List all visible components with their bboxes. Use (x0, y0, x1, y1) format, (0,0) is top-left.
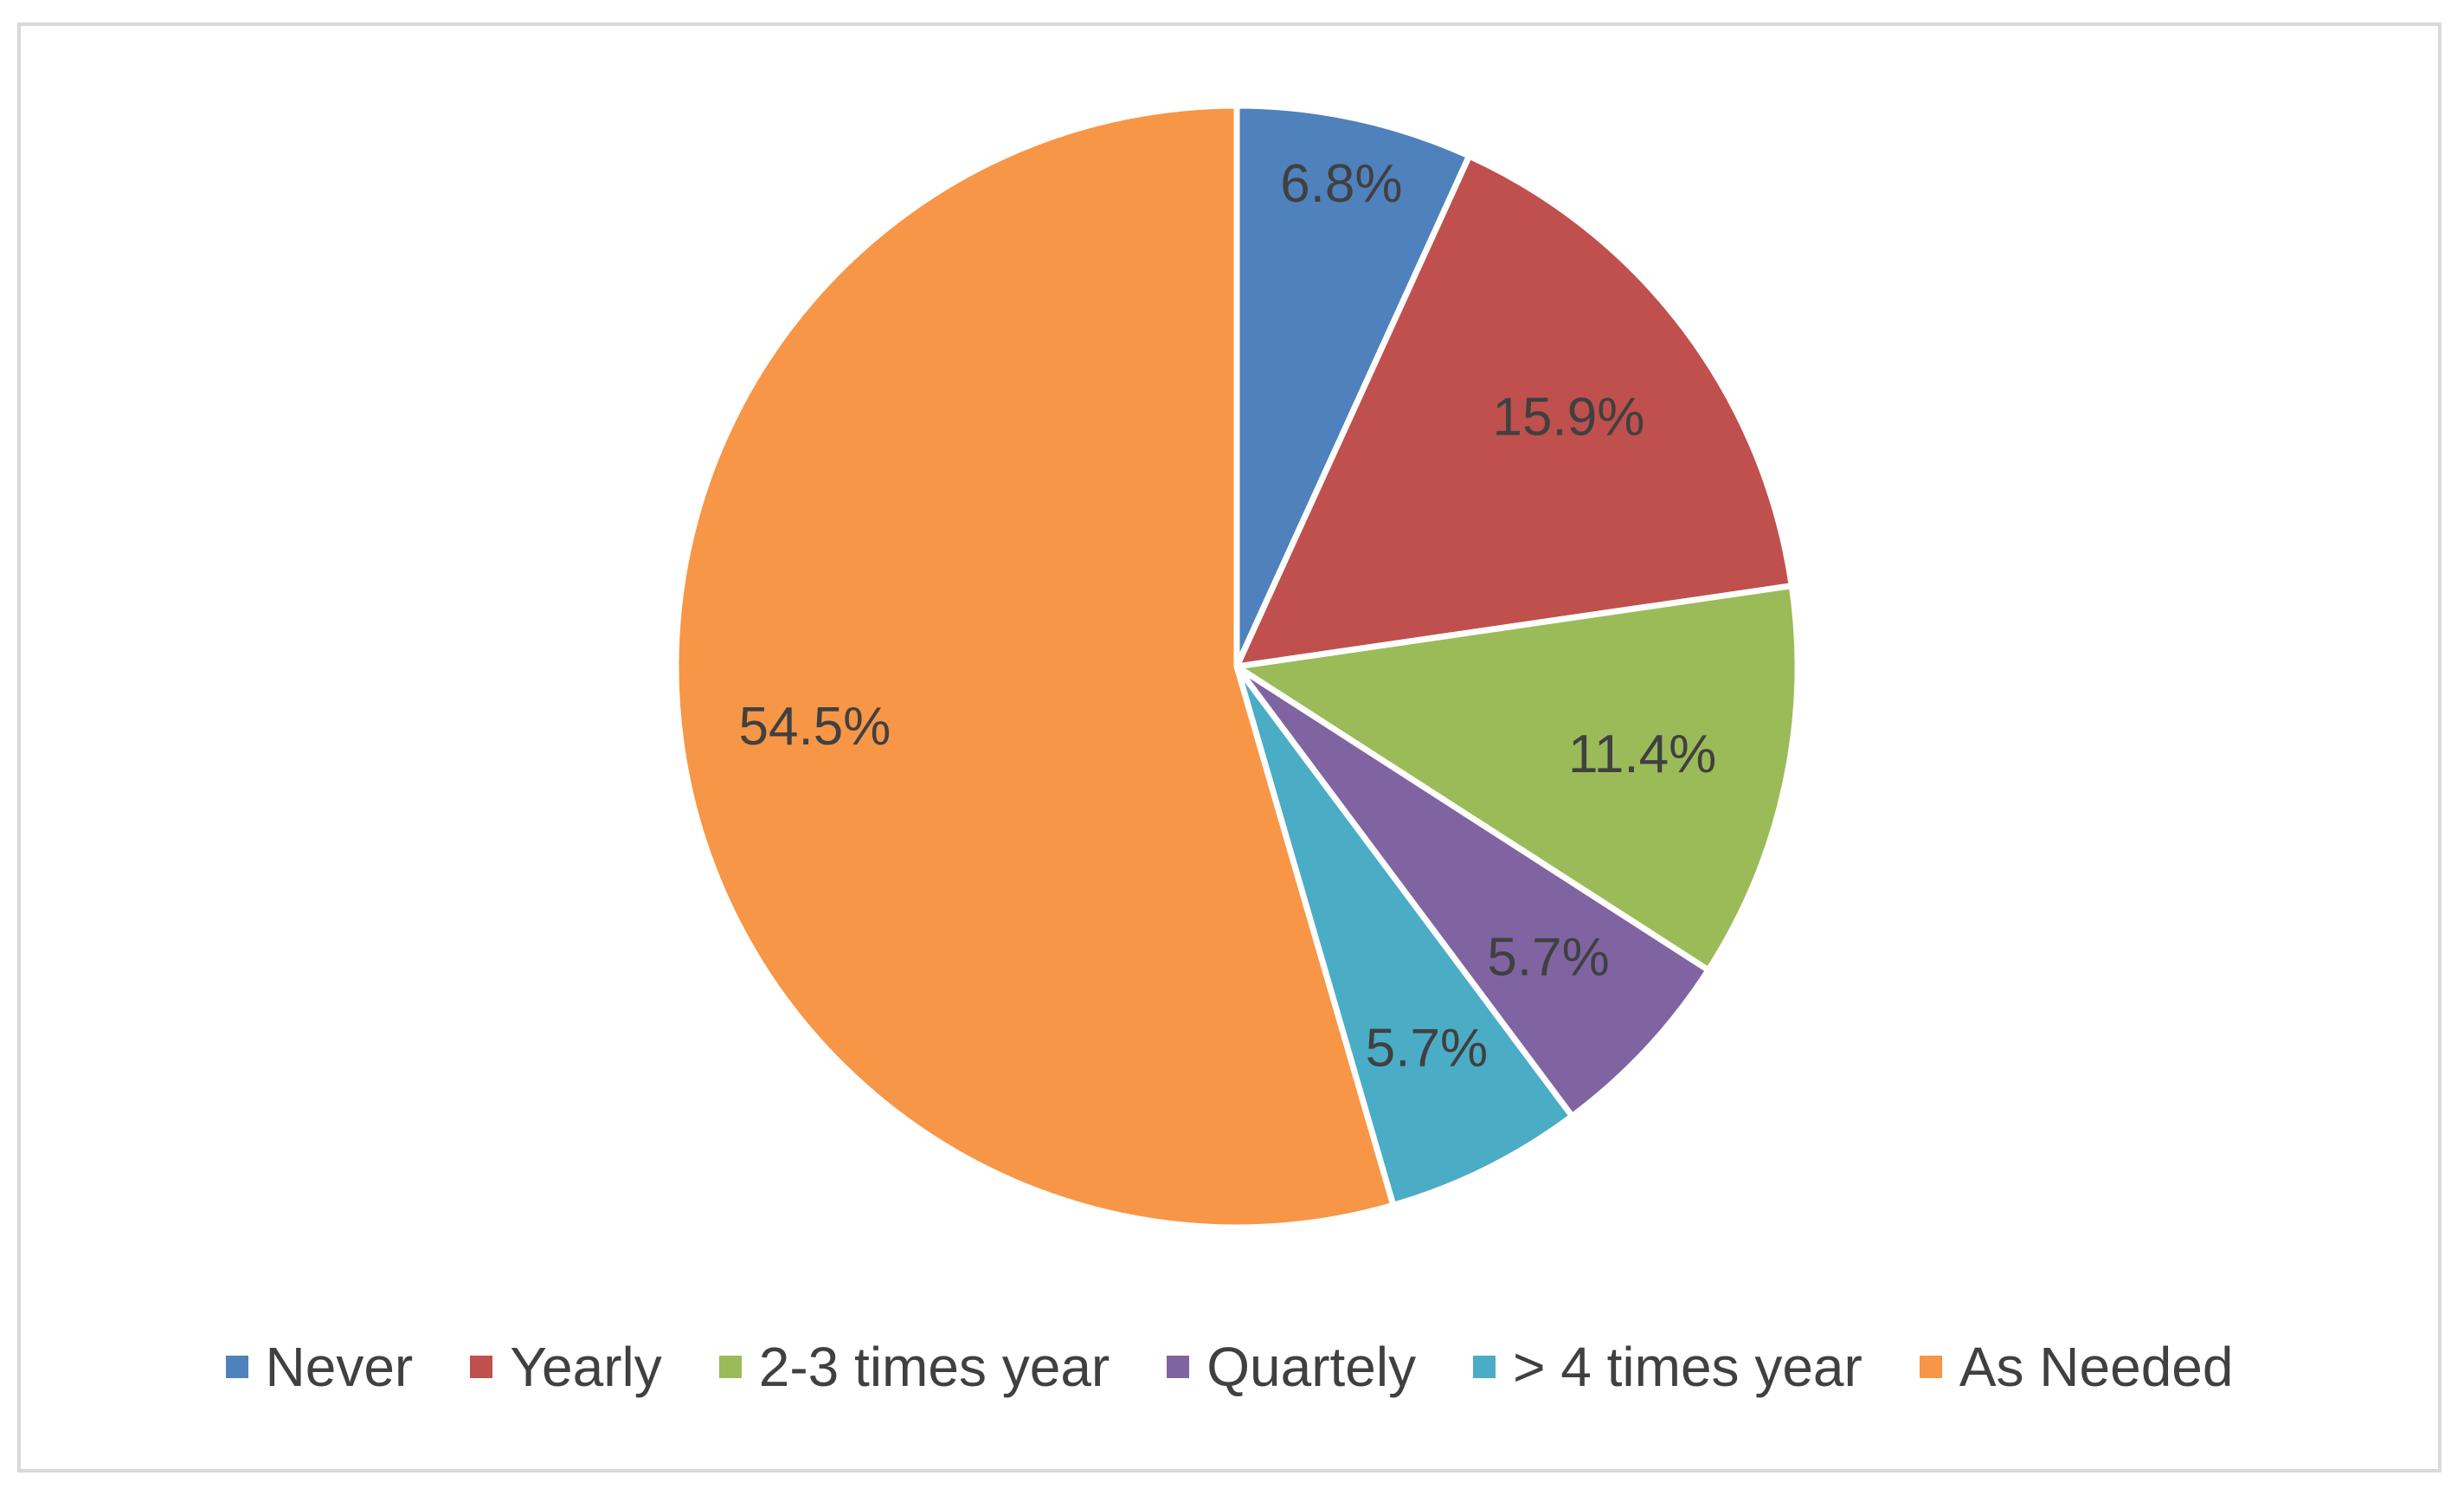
legend-item-never: Never (225, 1335, 414, 1399)
pie-slice-never (1233, 102, 1473, 670)
legend-item-4-times-year: > 4 times year (1473, 1335, 1862, 1399)
pie-chart: 6.8% 15.9% 11.4% 5.7% 5.7% 54.5% (672, 102, 1801, 1231)
legend-item-2-3-times-year: 2-3 times year (718, 1335, 1110, 1399)
data-label-4-times-year: 5.7% (1366, 1018, 1488, 1078)
pie-slices (672, 102, 1801, 1231)
legend-label-yearly: Yearly (510, 1336, 662, 1398)
pie-slice-2-3-times-year (1233, 583, 1801, 974)
data-label-as-needed: 54.5% (739, 697, 891, 757)
legend-label-4-times-year: > 4 times year (1513, 1336, 1862, 1398)
pie-slice-quartely (1233, 663, 1712, 1119)
data-label-2-3-times-year: 11.4% (1568, 725, 1716, 784)
legend-swatch-as-needed (1919, 1356, 1942, 1378)
legend-label-2-3-times-year: 2-3 times year (758, 1336, 1110, 1398)
legend-label-as-needed: As Needed (1959, 1336, 2234, 1398)
legend: Never Yearly 2-3 times year Quartely > 4 tim… (21, 1335, 2438, 1399)
pie-slice-as-needed (672, 102, 1397, 1231)
data-label-never: 6.8% (1280, 154, 1402, 214)
legend-item-quartely: Quartely (1167, 1335, 1416, 1399)
pie-data-labels: 6.8% 15.9% 11.4% 5.7% 5.7% 54.5% (739, 154, 1717, 1078)
legend-swatch-2-3-times-year (718, 1356, 742, 1378)
data-label-yearly: 15.9% (1493, 388, 1645, 448)
pie-slice-4-times-year (1233, 663, 1575, 1208)
chart-area: 6.8% 15.9% 11.4% 5.7% 5.7% 54.5% Never Yearly 2… (17, 23, 2441, 1472)
legend-swatch-yearly (470, 1356, 493, 1378)
legend-item-as-needed: As Needed (1919, 1335, 2234, 1399)
legend-label-never: Never (265, 1336, 414, 1398)
legend-swatch-4-times-year (1473, 1356, 1496, 1378)
legend-label-quartely: Quartely (1206, 1336, 1417, 1398)
legend-swatch-quartely (1167, 1356, 1190, 1378)
legend-swatch-never (225, 1356, 248, 1378)
legend-item-yearly: Yearly (470, 1335, 662, 1399)
pie-slice-yearly (1233, 152, 1795, 670)
data-label-quartely: 5.7% (1487, 927, 1609, 987)
